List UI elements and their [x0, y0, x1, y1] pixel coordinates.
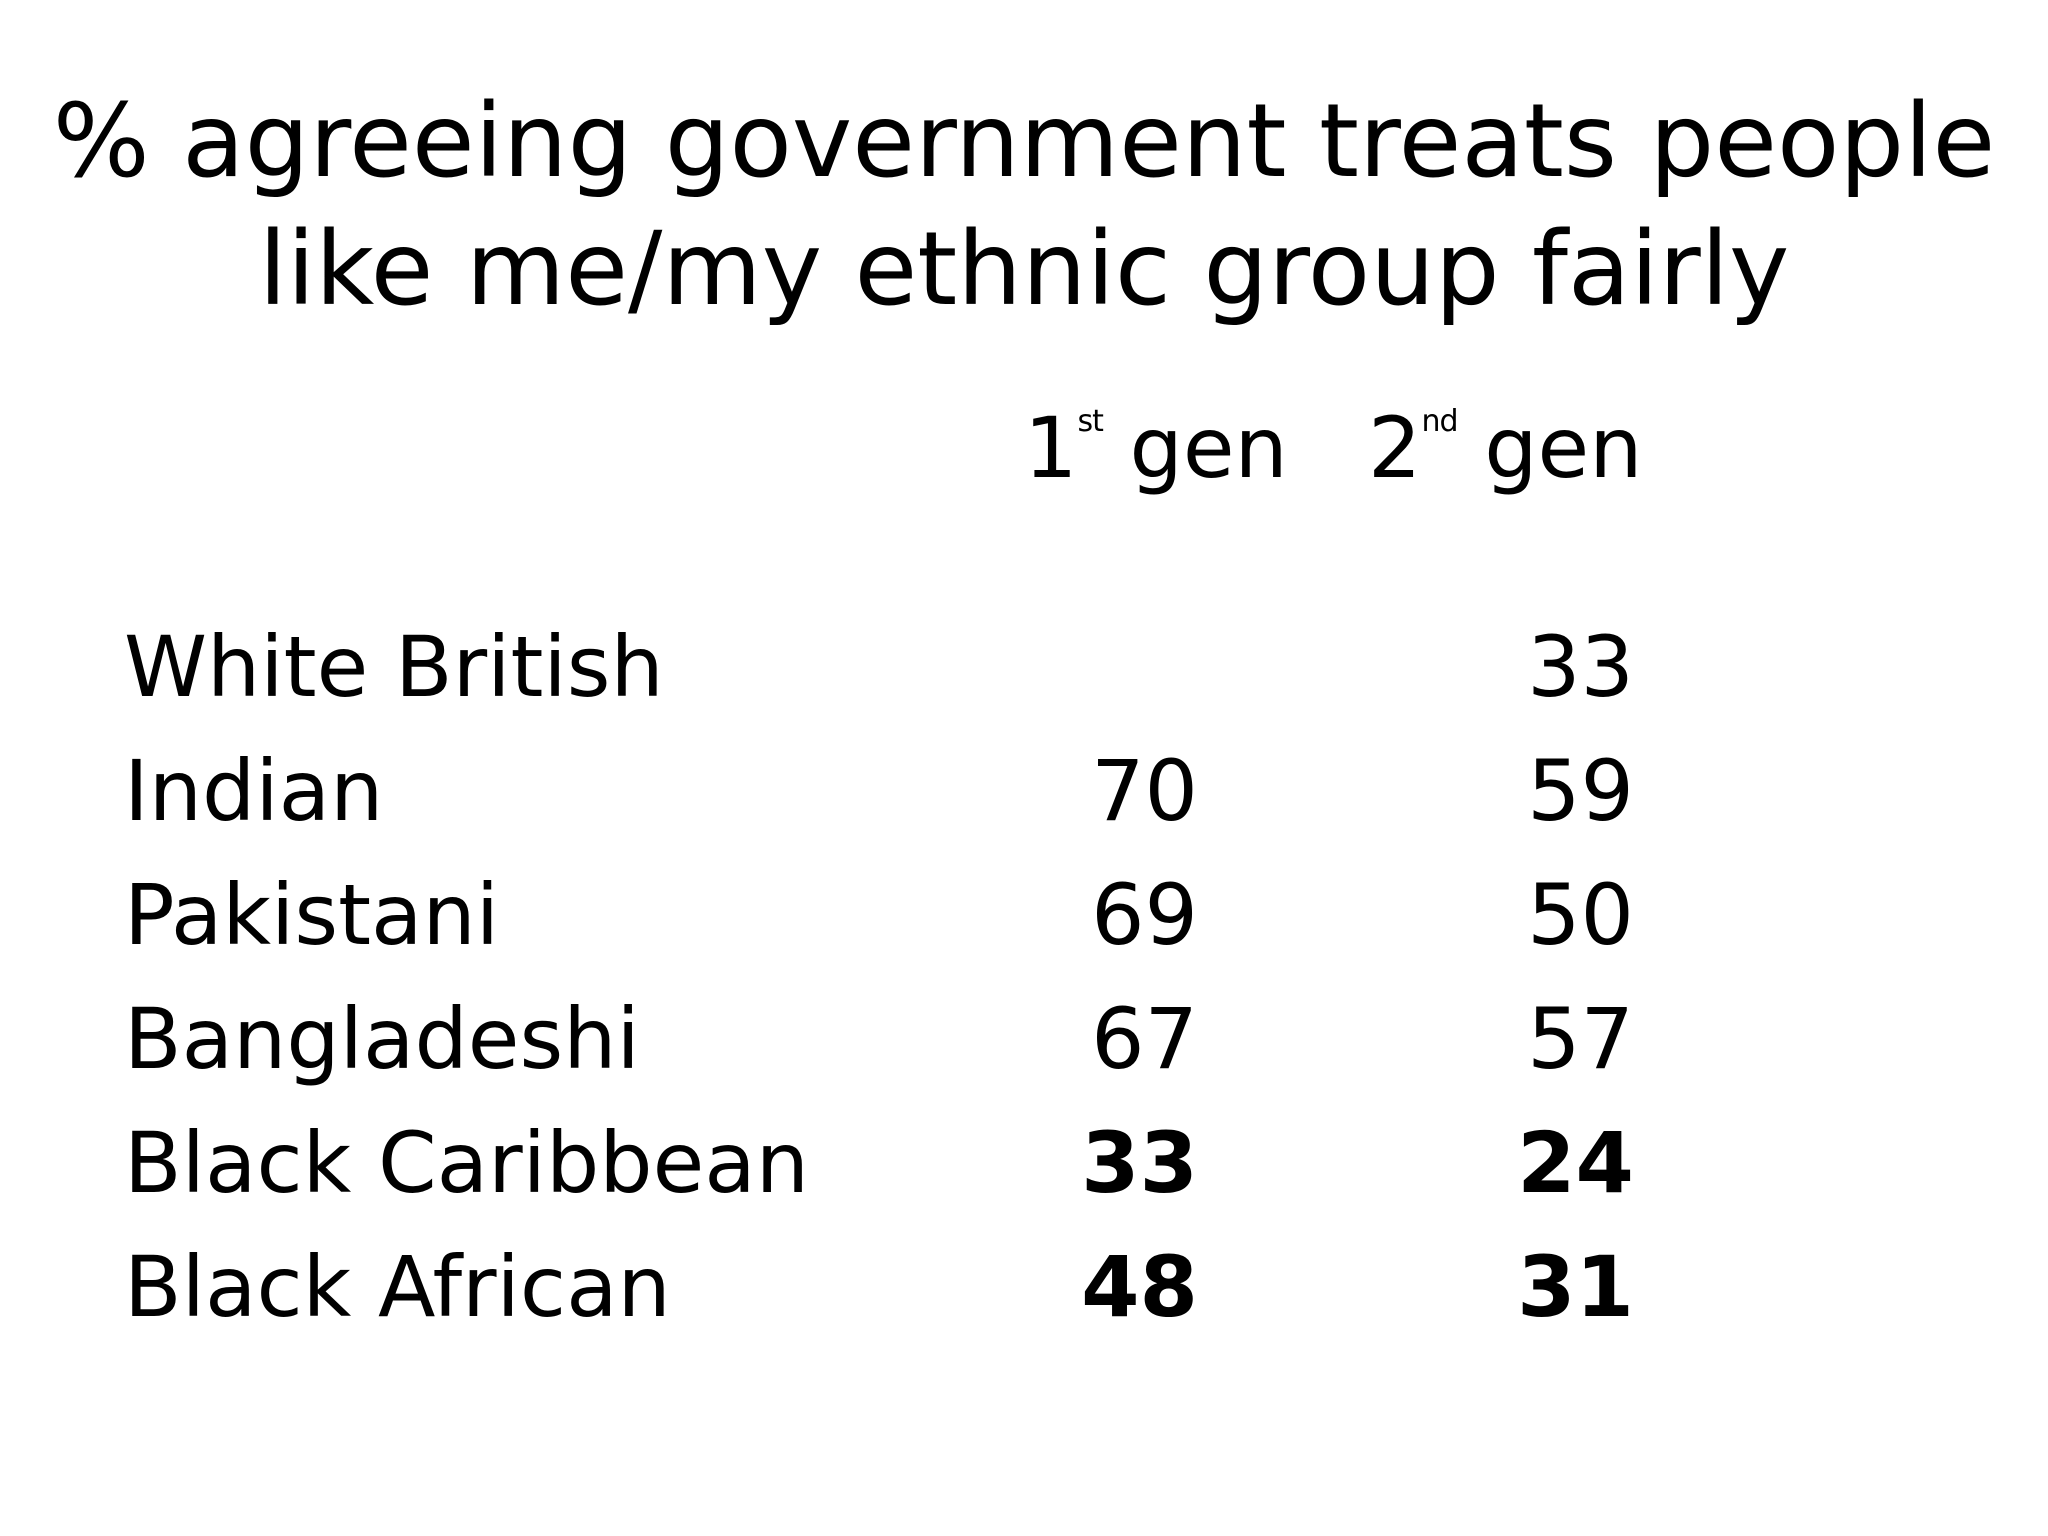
column-header-second-generation: 2nd gen — [1368, 399, 1643, 497]
row-label: Indian — [124, 742, 384, 840]
value-second-gen: 24 — [1517, 1114, 1634, 1212]
table-row: White British 33 — [0, 605, 2048, 729]
table-row: Pakistani 69 50 — [0, 853, 2048, 977]
value-second-gen: 59 — [1527, 742, 1634, 840]
slide-title: % agreeing government treats people like… — [0, 78, 2048, 334]
table-row: Indian 70 59 — [0, 729, 2048, 853]
row-label: Bangladeshi — [124, 990, 640, 1088]
value-first-gen: 67 — [1091, 990, 1198, 1088]
value-first-gen: 48 — [1081, 1238, 1198, 1336]
row-label: Pakistani — [124, 866, 500, 964]
title-line-1: % agreeing government treats people — [52, 82, 1996, 201]
table-row: Bangladeshi 67 57 — [0, 977, 2048, 1101]
table-row: Black African 48 31 — [0, 1225, 2048, 1349]
value-second-gen: 33 — [1527, 618, 1634, 716]
row-label: White British — [124, 618, 664, 716]
value-first-gen: 69 — [1091, 866, 1198, 964]
title-line-2: like me/my ethnic group fairly — [258, 210, 1790, 329]
table-row: Black Caribbean 33 24 — [0, 1101, 2048, 1225]
value-second-gen: 31 — [1517, 1238, 1634, 1336]
value-second-gen: 57 — [1527, 990, 1634, 1088]
value-first-gen: 33 — [1081, 1114, 1198, 1212]
row-label: Black African — [124, 1238, 671, 1336]
column-header-first-generation: 1st gen — [1024, 399, 1288, 497]
value-second-gen: 50 — [1527, 866, 1634, 964]
value-first-gen: 70 — [1091, 742, 1198, 840]
row-label: Black Caribbean — [124, 1114, 810, 1212]
